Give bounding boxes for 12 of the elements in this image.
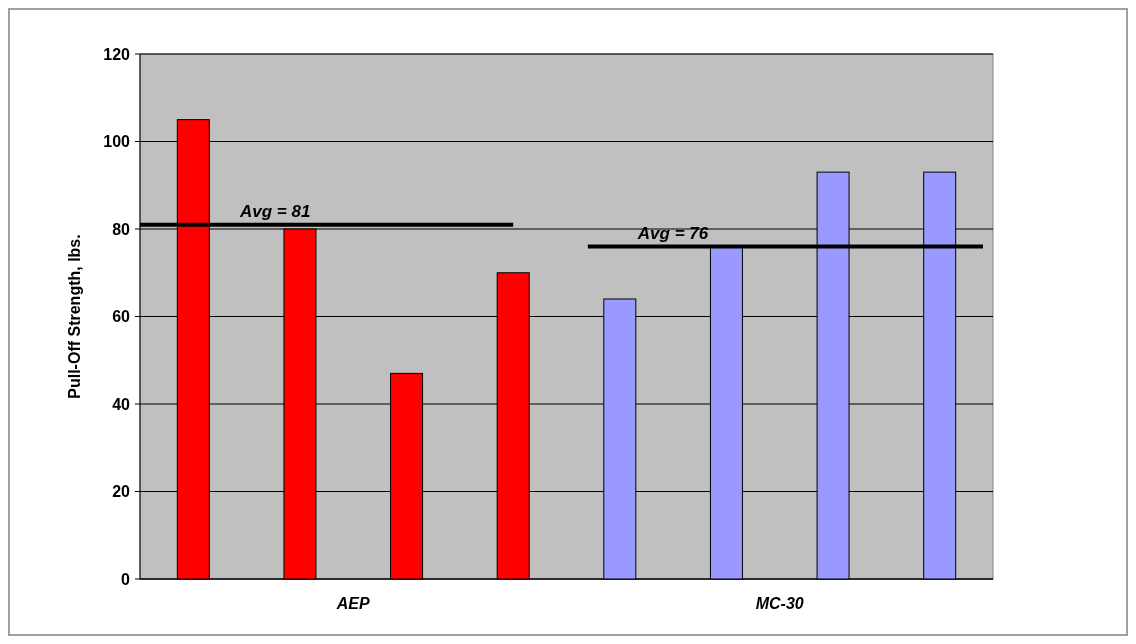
y-tick-label: 100 <box>103 133 131 151</box>
x-tick-label: MC-30 <box>755 595 804 612</box>
y-tick-label: 0 <box>121 570 131 588</box>
y-tick-label: 80 <box>112 220 131 238</box>
y-tick-label: 120 <box>103 45 131 63</box>
x-tick-label: AEP <box>335 595 371 612</box>
y-axis-title: Pull-Off Strength, lbs. <box>66 234 83 399</box>
ref-line-label: Avg = 81 <box>239 201 311 221</box>
ref-line-label: Avg = 76 <box>636 223 709 243</box>
y-tick-label: 40 <box>112 395 131 413</box>
y-tick-label: 60 <box>112 308 131 326</box>
y-tick-label: 20 <box>112 483 131 501</box>
